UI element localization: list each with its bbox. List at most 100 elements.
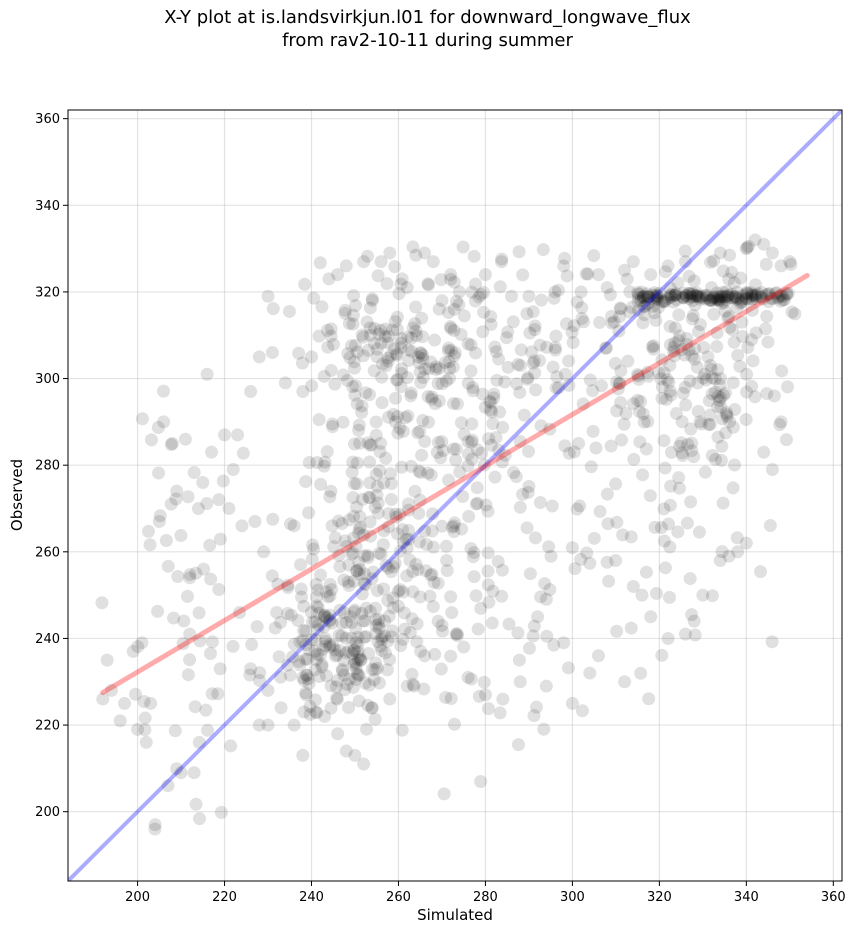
scatter-point <box>371 635 385 649</box>
scatter-point <box>413 466 427 480</box>
scatter-point <box>395 367 409 381</box>
scatter-point <box>466 381 480 395</box>
scatter-point <box>349 500 363 514</box>
scatter-point <box>675 415 689 429</box>
scatter-point <box>711 293 725 307</box>
scatter-point <box>388 260 402 274</box>
scatter-point <box>685 349 699 363</box>
scatter-point <box>470 443 484 457</box>
scatter-point <box>676 291 690 305</box>
scatter-point <box>513 385 527 399</box>
scatter-point <box>148 822 162 836</box>
scatter-point <box>676 286 690 300</box>
scatter-point <box>652 366 666 380</box>
scatter-point <box>781 286 795 300</box>
scatter-point <box>118 696 132 710</box>
scatter-point <box>416 371 430 385</box>
scatter-point <box>382 507 396 521</box>
scatter-point <box>177 614 191 628</box>
scatter-point <box>294 558 308 572</box>
scatter-point <box>716 264 730 278</box>
scatter-point <box>365 662 379 676</box>
scatter-point <box>517 408 531 422</box>
scatter-point <box>358 614 372 628</box>
scatter-point <box>537 722 551 736</box>
scatter-point <box>408 317 422 331</box>
scatter-point <box>347 355 361 369</box>
scatter-point <box>282 304 296 318</box>
scatter-point <box>297 599 311 613</box>
scatter-point <box>382 520 396 534</box>
scatter-point <box>189 797 203 811</box>
scatter-point <box>765 635 779 649</box>
scatter-point <box>478 268 492 282</box>
scatter-point <box>411 350 425 364</box>
scatter-point <box>583 556 597 570</box>
scatter-point <box>715 545 729 559</box>
scatter-point <box>447 396 461 410</box>
scatter-point <box>270 605 284 619</box>
scatter-point <box>613 301 627 315</box>
scatter-point <box>693 318 707 332</box>
scatter-point <box>698 288 712 302</box>
scatter-point <box>482 432 496 446</box>
scatter-point <box>385 630 399 644</box>
scatter-point <box>429 362 443 376</box>
scatter-point <box>418 362 432 376</box>
scatter-point <box>447 323 461 337</box>
scatter-point <box>400 679 414 693</box>
scatter-point <box>268 621 282 635</box>
scatter-point <box>406 585 420 599</box>
scatter-point <box>704 362 718 376</box>
scatter-point <box>320 445 334 459</box>
scatter-point <box>444 590 458 604</box>
scatter-point <box>521 485 535 499</box>
scatter-point <box>350 456 364 470</box>
scatter-point <box>372 327 386 341</box>
scatter-point <box>685 436 699 450</box>
scatter-point <box>589 441 603 455</box>
scatter-point <box>685 312 699 326</box>
scatter-point <box>415 311 429 325</box>
scatter-point <box>785 305 799 319</box>
scatter-point <box>708 452 722 466</box>
scatter-point <box>663 384 677 398</box>
scatter-point <box>339 540 353 554</box>
scatter-point <box>261 289 275 303</box>
scatter-point <box>669 288 683 302</box>
scatter-point <box>347 644 361 658</box>
scatter-point <box>372 546 386 560</box>
scatter-point <box>516 268 530 282</box>
scatter-point <box>438 356 452 370</box>
scatter-point <box>740 285 754 299</box>
scatter-point <box>461 376 475 390</box>
scatter-point <box>464 364 478 378</box>
scatter-point <box>384 565 398 579</box>
scatter-point <box>481 578 495 592</box>
scatter-point <box>339 646 353 660</box>
scatter-point <box>522 289 536 303</box>
scatter-point <box>651 289 665 303</box>
scatter-point <box>304 605 318 619</box>
scatter-point <box>693 292 707 306</box>
scatter-point <box>687 274 701 288</box>
scatter-point <box>605 316 619 330</box>
scatter-point <box>705 387 719 401</box>
scatter-point <box>203 647 217 661</box>
scatter-point <box>369 627 383 641</box>
scatter-point <box>707 307 721 321</box>
scatter-point <box>318 634 332 648</box>
scatter-point <box>354 653 368 667</box>
scatter-point <box>754 565 768 579</box>
scatter-point <box>324 484 338 498</box>
scatter-point <box>386 624 400 638</box>
scatter-point <box>736 329 750 343</box>
scatter-point <box>138 711 152 725</box>
scatter-point <box>365 292 379 306</box>
scatter-point <box>677 291 691 305</box>
scatter-point <box>723 415 737 429</box>
scatter-point <box>346 308 360 322</box>
scatter-point <box>707 291 721 305</box>
scatter-point <box>493 405 507 419</box>
scatter-point <box>406 321 420 335</box>
